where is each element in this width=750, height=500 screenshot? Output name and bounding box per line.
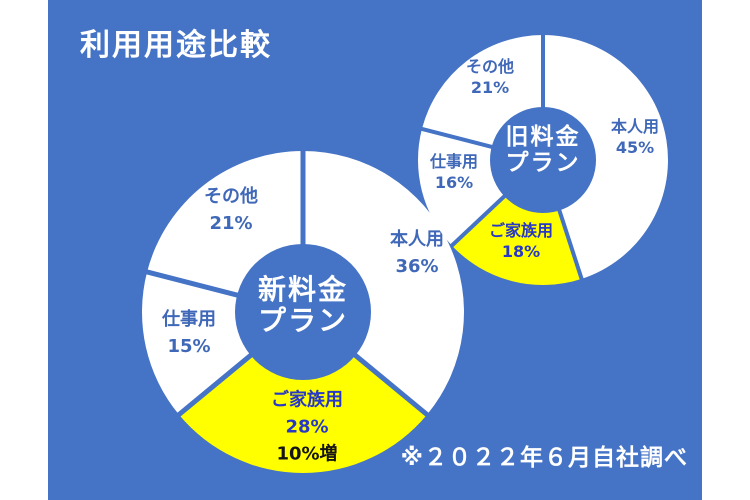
pie-segment-0 [543,35,668,279]
segment-name: その他 [465,57,515,76]
segment-label-1: ご家族用 28% 10%増 [271,387,343,468]
segment-name: その他 [204,186,258,207]
segment-percentage: 15% [167,336,211,357]
center-label-line: 新料金 [257,273,349,306]
chart-new-plan: 新料金 プラン 本人用 36% ご家族用 28% 10%増 仕事用 15% その他 21% [140,149,466,475]
segment-percentage: 16% [434,173,474,192]
segment-label-1: ご家族用 18% [489,220,553,262]
pie-segment-1 [178,312,428,474]
segment-label-0: 本人用 36% [390,226,444,280]
segment-label-2: 仕事用 16% [430,151,478,193]
center-label-line: プラン [257,304,349,337]
donut-hole [490,107,596,213]
segment-percentage: 18% [501,242,541,261]
segment-name: 仕事用 [429,152,479,171]
segment-note: 10%増 [276,443,338,465]
chart-old-plan: 旧料金 プラン 本人用 45% ご家族用 18% 仕事用 16% その他 21% [416,33,670,287]
center-label-line: 旧料金 [505,124,581,150]
segment-name: ご家族用 [271,389,343,411]
segment-label-3: その他 21% [204,183,258,237]
segment-percentage: 36% [395,256,439,277]
new-plan-donut-chart [142,150,465,474]
chart-center-label-new-plan: 新料金 プラン [258,274,348,336]
infographic-panel: 利用用途比較 新料金 プラン 本人用 36% ご家族用 28% 10%増 仕事用 15% その… [48,0,702,500]
segment-label-2: 仕事用 15% [162,306,216,360]
segment-name: 仕事用 [162,309,216,330]
page-title: 利用用途比較 [80,28,272,63]
segment-percentage: 45% [615,138,655,157]
center-label-line: プラン [505,150,581,176]
footnote: ※２０２２年６月自社調べ [400,445,688,471]
donut-hole [235,244,371,380]
chart-center-label-old-plan: 旧料金 プラン [506,124,581,176]
segment-label-3: その他 21% [466,56,514,98]
segment-name: 本人用 [610,117,660,136]
segment-name: 本人用 [390,229,444,250]
pie-segment-0 [303,151,465,415]
segment-percentage: 21% [470,78,510,97]
segment-label-0: 本人用 45% [611,116,659,158]
segment-percentage: 21% [209,213,253,234]
old-plan-donut-chart [418,34,668,285]
segment-percentage: 28% [285,416,329,438]
segment-name: ご家族用 [488,221,554,240]
